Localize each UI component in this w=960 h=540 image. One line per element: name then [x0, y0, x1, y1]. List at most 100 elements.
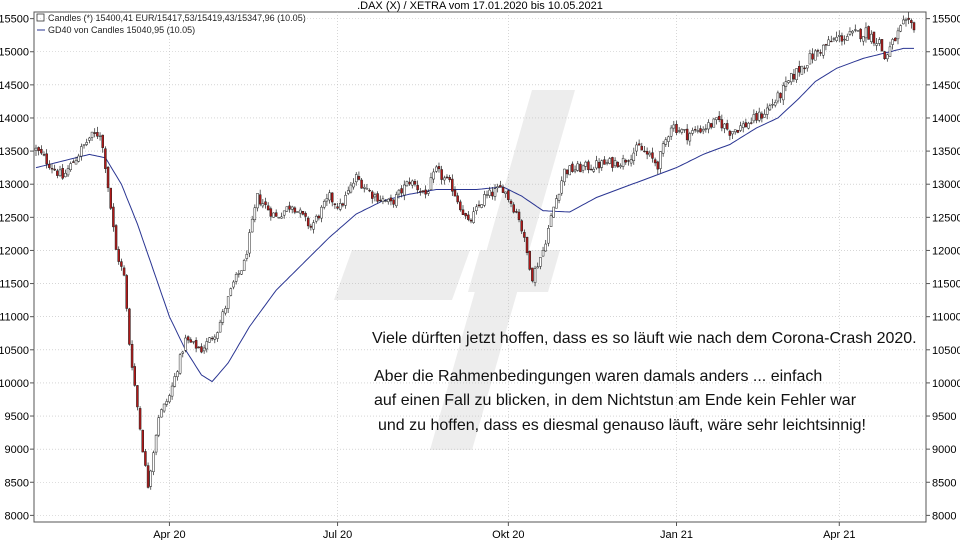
candle-body: [395, 194, 398, 207]
candle: [384, 199, 387, 203]
candle-body: [280, 216, 283, 219]
y-tick-label: 12500: [0, 212, 29, 224]
candle: [496, 183, 499, 193]
candle: [362, 184, 366, 193]
candle: [480, 204, 483, 209]
candle-body: [387, 198, 390, 203]
candle: [330, 192, 334, 207]
candle: [552, 206, 555, 218]
candle: [629, 154, 633, 167]
candle: [304, 211, 307, 222]
candle-body: [226, 296, 230, 309]
candle: [413, 179, 417, 187]
candle: [226, 296, 230, 314]
candle-body: [168, 395, 171, 403]
candle-body: [659, 151, 662, 169]
legend-candles: Candles (*) 15400,41 EUR/15417,53/15419,…: [48, 13, 306, 23]
candle: [197, 346, 201, 349]
candle-body: [234, 274, 238, 282]
candle: [461, 205, 465, 215]
candle-body: [760, 113, 764, 119]
y-tick-label: 10000: [0, 378, 29, 390]
y-tick-label: 8000: [5, 510, 29, 522]
candle-body: [854, 29, 857, 31]
candle-body: [693, 129, 697, 131]
candle: [816, 48, 820, 57]
candle-body: [752, 114, 756, 122]
candle: [699, 125, 702, 134]
candle: [557, 193, 561, 204]
candle: [261, 199, 265, 209]
candle: [467, 211, 470, 222]
candle-body: [592, 168, 596, 172]
candle-body: [806, 65, 809, 69]
candle: [512, 202, 515, 214]
candle-body: [573, 169, 577, 172]
candle-body: [517, 211, 521, 221]
candle: [685, 124, 689, 145]
candle: [400, 185, 403, 198]
y-tick-label: 11500: [0, 279, 29, 291]
candle-body: [685, 128, 689, 141]
candle: [66, 165, 70, 178]
candle: [125, 274, 128, 312]
candle-body: [475, 206, 478, 212]
candle: [672, 120, 676, 132]
candle-body: [501, 186, 505, 193]
candle-body: [216, 332, 219, 339]
candle: [232, 280, 235, 290]
candle-body: [504, 191, 507, 195]
candle: [806, 65, 809, 72]
candle: [910, 18, 913, 29]
candle-body: [130, 343, 134, 368]
candle: [485, 190, 489, 199]
candle-body: [811, 53, 814, 60]
candle-body: [651, 152, 654, 159]
candle: [328, 189, 331, 204]
candle-body: [814, 50, 817, 61]
candle: [152, 450, 155, 476]
candle: [814, 49, 817, 61]
candle-body: [432, 171, 435, 180]
candle-body: [170, 385, 174, 397]
candle: [253, 204, 257, 223]
candle: [272, 212, 275, 218]
candle: [733, 129, 737, 135]
y-tick-label: 14000: [0, 113, 29, 125]
candle-body: [613, 160, 617, 167]
candle: [533, 265, 537, 287]
candle-body: [539, 257, 542, 267]
candle: [808, 49, 812, 65]
candle-body: [549, 215, 553, 227]
candle: [48, 160, 51, 170]
candle-body: [224, 308, 227, 314]
y-tick-label: 13000: [0, 179, 29, 191]
y-axis-left: 8000 8500 9000 9500 10000 10500 11000 11500 1200…: [0, 14, 34, 522]
candle-body: [555, 198, 558, 209]
candle-body: [288, 205, 291, 210]
candle: [245, 250, 249, 262]
candle: [98, 132, 102, 141]
candle: [392, 199, 395, 208]
y-tick-label: 9500: [5, 411, 29, 423]
y-tick-label: 8500: [5, 477, 29, 489]
candle: [608, 156, 612, 165]
candle-body: [683, 129, 686, 131]
candle: [429, 172, 433, 191]
candle: [509, 199, 513, 208]
candle-body: [344, 194, 347, 206]
y-tick-label: 11000: [932, 312, 960, 324]
candle-body: [552, 206, 555, 218]
candle-body: [272, 212, 275, 218]
candle: [165, 398, 169, 407]
candle: [611, 156, 614, 172]
candle-body: [245, 253, 249, 259]
candle: [133, 363, 136, 387]
candle: [96, 126, 99, 139]
candle: [141, 429, 144, 453]
candle: [787, 80, 790, 85]
candle-body: [512, 204, 515, 213]
y-tick-label: 15500: [0, 14, 29, 26]
candle-body: [627, 160, 630, 162]
